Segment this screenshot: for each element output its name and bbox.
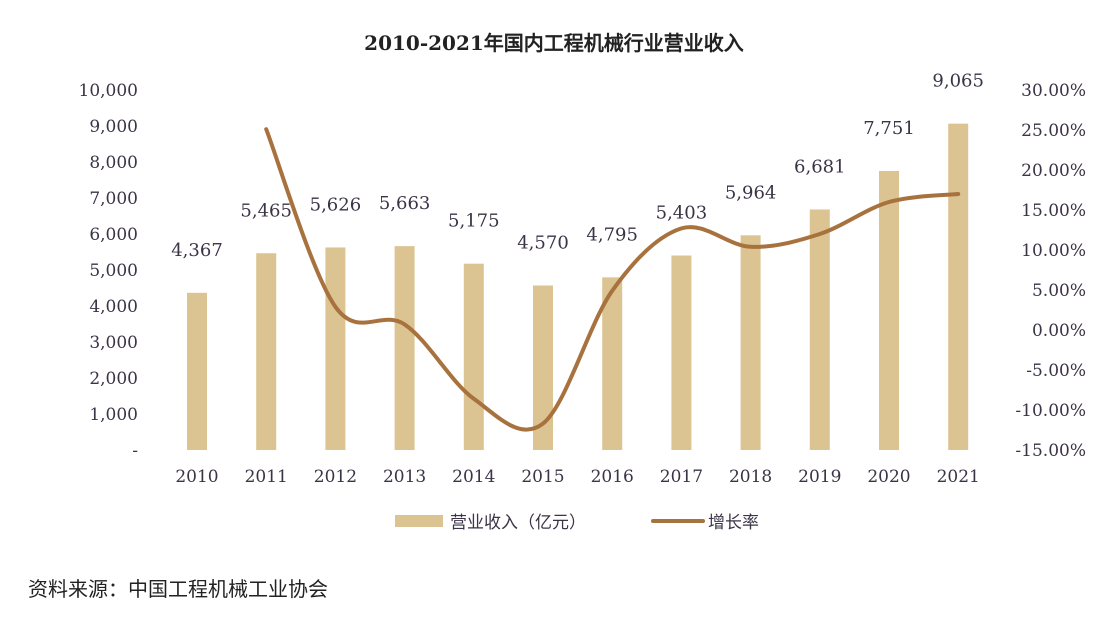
right-tick-label: 20.00%	[1021, 161, 1086, 181]
bar-label-2021: 9,065	[932, 71, 984, 92]
right-tick-label: 30.00%	[1021, 81, 1086, 101]
bar-label-2012: 5,626	[310, 194, 362, 215]
bar-label-2018: 5,964	[725, 182, 777, 203]
bar-label-2016: 4,795	[586, 224, 638, 245]
bar-2019	[809, 209, 830, 450]
bar-2015	[533, 285, 553, 450]
bar-label-2015: 4,570	[517, 232, 569, 253]
bar-label-2020: 7,751	[863, 118, 915, 139]
left-tick-label: 6,000	[89, 225, 138, 245]
bar-label-2017: 5,403	[656, 202, 708, 223]
left-tick-label: 7,000	[89, 189, 138, 209]
x-tick-label: 2015	[521, 467, 564, 487]
legend-label-revenue: 营业收入（亿元）	[450, 513, 586, 533]
left-tick-label: 10,000	[79, 81, 138, 101]
right-tick-label: 10.00%	[1021, 241, 1086, 261]
left-tick-label: 9,000	[89, 117, 138, 137]
bar-2018	[740, 235, 761, 450]
bar-2010	[187, 292, 207, 450]
left-tick-label: -	[132, 441, 138, 461]
x-tick-label: 2016	[591, 467, 634, 487]
right-tick-label: -5.00%	[1026, 361, 1086, 381]
right-tick-label: -10.00%	[1015, 401, 1086, 421]
left-tick-label: 8,000	[89, 153, 138, 173]
x-tick-label: 2018	[729, 467, 772, 487]
bar-label-2019: 6,681	[794, 156, 846, 177]
x-tick-label: 2017	[660, 467, 703, 487]
legend: 营业收入（亿元） 增长率	[395, 513, 759, 533]
right-tick-label: -15.00%	[1015, 441, 1086, 461]
x-tick-label: 2014	[452, 467, 495, 487]
bar-label-2013: 5,663	[379, 193, 431, 214]
legend-swatch-revenue	[395, 515, 443, 527]
right-tick-label: 25.00%	[1021, 121, 1086, 141]
left-tick-label: 4,000	[89, 297, 138, 317]
x-tick-label: 2020	[867, 467, 910, 487]
bar-2017	[671, 255, 692, 450]
bar-label-2011: 5,465	[240, 200, 292, 221]
right-tick-label: 0.00%	[1032, 321, 1086, 341]
legend-label-growth: 增长率	[708, 513, 759, 533]
bar-2020	[879, 170, 899, 451]
chart-title: 2010-2021年国内工程机械行业营业收入	[364, 31, 744, 55]
x-tick-label: 2019	[798, 467, 841, 487]
x-tick-label: 2011	[245, 467, 288, 487]
left-tick-label: 3,000	[89, 333, 138, 353]
right-tick-label: 5.00%	[1032, 281, 1086, 301]
bar-2016	[602, 277, 623, 450]
x-tick-label: 2021	[937, 467, 980, 487]
bar-2021	[948, 123, 969, 450]
bar-2012	[325, 247, 346, 450]
x-tick-label: 2013	[383, 467, 426, 487]
bar-2011	[256, 253, 277, 450]
bar-label-2014: 5,175	[448, 211, 500, 232]
growth-rate-line	[264, 127, 961, 432]
left-tick-label: 1,000	[89, 405, 138, 425]
bar-2014	[463, 263, 484, 450]
source-note: 资料来源：中国工程机械工业协会	[28, 577, 328, 601]
right-tick-label: 15.00%	[1021, 201, 1086, 221]
left-tick-label: 2,000	[89, 369, 138, 389]
x-tick-label: 2010	[175, 467, 218, 487]
bar-label-2010: 4,367	[171, 240, 223, 261]
x-tick-label: 2012	[314, 467, 357, 487]
bar-2013	[394, 246, 415, 450]
left-tick-label: 5,000	[89, 261, 138, 281]
